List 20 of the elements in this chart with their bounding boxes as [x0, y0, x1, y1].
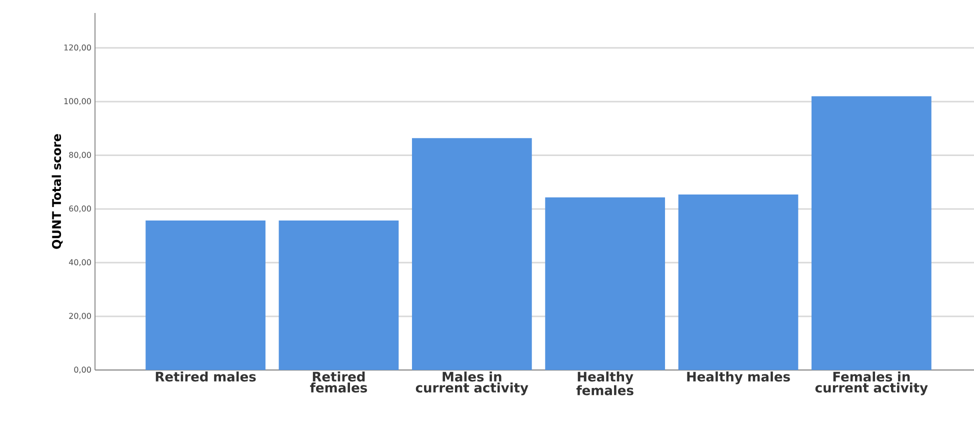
x-tick-label: Males in current activity	[416, 372, 528, 396]
y-axis-title: QUNT Total score	[52, 134, 63, 249]
y-tick-label: 40,00	[68, 259, 91, 266]
y-tick-label: 60,00	[69, 206, 91, 212]
bar	[812, 96, 932, 370]
bar	[678, 194, 798, 370]
y-tick-label: 80,00	[69, 152, 91, 159]
bar	[412, 138, 532, 370]
x-tick-label: Healthy females	[576, 372, 634, 396]
y-tick-label: 100,00	[64, 98, 91, 106]
y-tick-label: 0,00	[74, 366, 91, 374]
x-tick-label: Healthy males	[687, 372, 790, 384]
x-tick-label: Retired males	[156, 372, 256, 382]
x-tick-label: Females in current activity	[815, 372, 928, 396]
y-tick-label: 20,00	[69, 312, 91, 320]
bar	[545, 197, 666, 370]
y-tick-label: 120,00	[64, 44, 91, 52]
bar	[146, 220, 266, 370]
x-tick-label: Retired females	[310, 372, 368, 393]
bar	[278, 220, 399, 370]
